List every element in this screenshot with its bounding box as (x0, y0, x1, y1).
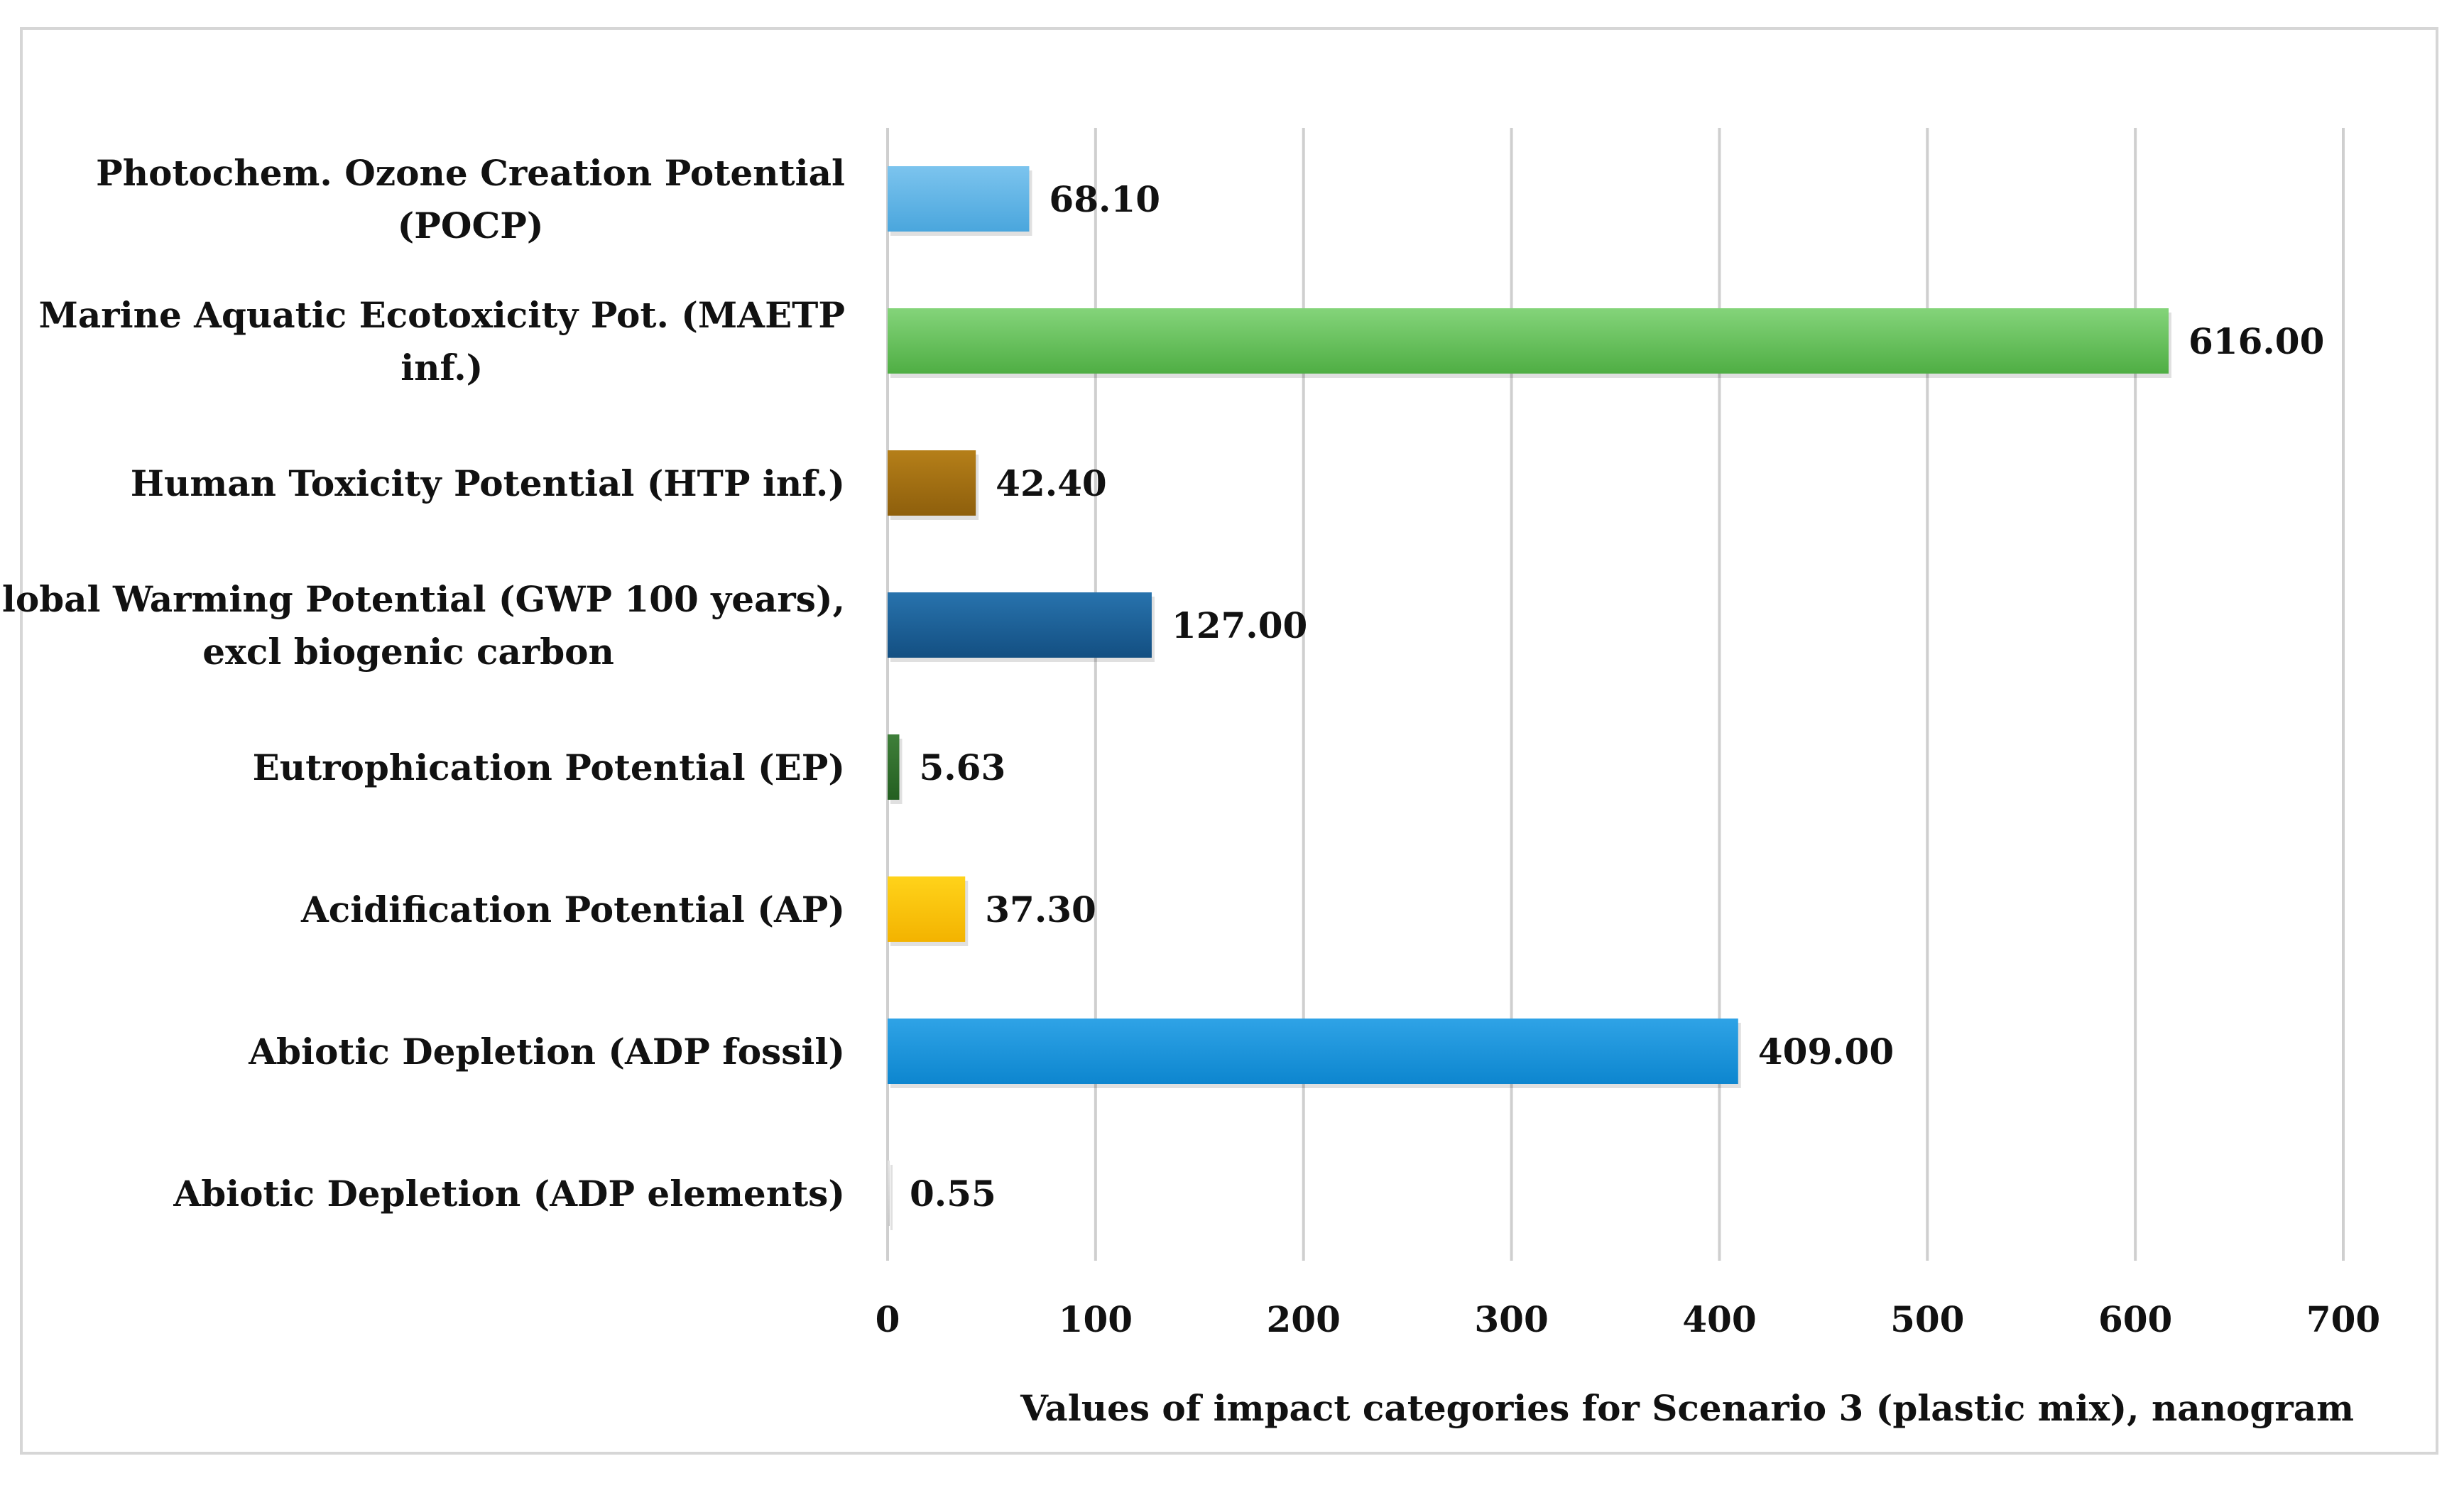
category-label: Marine Aquatic Ecotoxicity Pot. (MAETP in… (39, 294, 845, 389)
bar (888, 592, 1152, 658)
value-label: 616.00 (2188, 320, 2324, 362)
bar (888, 1161, 890, 1226)
x-tick-label: 700 (2306, 1298, 2380, 1340)
value-label: 37.30 (985, 889, 1096, 930)
bar (888, 734, 900, 800)
category-label: Global Warming Potential (GWP 100 years)… (0, 578, 845, 673)
x-tick-label: 100 (1059, 1298, 1133, 1340)
category-label: Acidification Potential (AP) (300, 889, 845, 930)
x-axis-ticks: 0 100 200 300 400 500 600 700 (876, 1298, 2381, 1340)
value-label: 5.63 (919, 746, 1005, 788)
x-axis-title: Values of impact categories for Scenario… (1020, 1387, 2354, 1429)
bar (888, 166, 1030, 232)
category-label: Photochem. Ozone Creation Potential (POCP… (96, 152, 845, 246)
category-label: Human Toxicity Potential (HTP inf.) (131, 462, 845, 504)
bar-shadow (890, 1165, 893, 1230)
value-label: 0.55 (910, 1173, 996, 1215)
value-label: 68.10 (1049, 178, 1160, 220)
bar (888, 450, 976, 516)
bar-layer (888, 166, 2171, 1230)
value-label: 42.40 (996, 462, 1107, 504)
bar (888, 876, 966, 942)
x-tick-label: 200 (1267, 1298, 1341, 1340)
x-tick-label: 400 (1682, 1298, 1756, 1340)
value-label: 409.00 (1758, 1031, 1894, 1072)
x-tick-label: 0 (876, 1298, 900, 1340)
category-label: Eutrophication Potential (EP) (253, 746, 845, 788)
category-label: Abiotic Depletion (ADP elements) (173, 1173, 845, 1215)
label-layer: 68.10 Photochem. Ozone Creation Potential… (0, 152, 2324, 1215)
x-tick-label: 500 (1890, 1298, 1964, 1340)
x-tick-label: 300 (1474, 1298, 1548, 1340)
value-label: 127.00 (1172, 604, 1307, 646)
grid-layer (886, 128, 2345, 1261)
bar (888, 1019, 1738, 1084)
chart-frame (20, 27, 2438, 1455)
category-label: Abiotic Depletion (ADP fossil) (248, 1031, 845, 1072)
x-tick-label: 600 (2098, 1298, 2172, 1340)
bar (888, 308, 2169, 374)
